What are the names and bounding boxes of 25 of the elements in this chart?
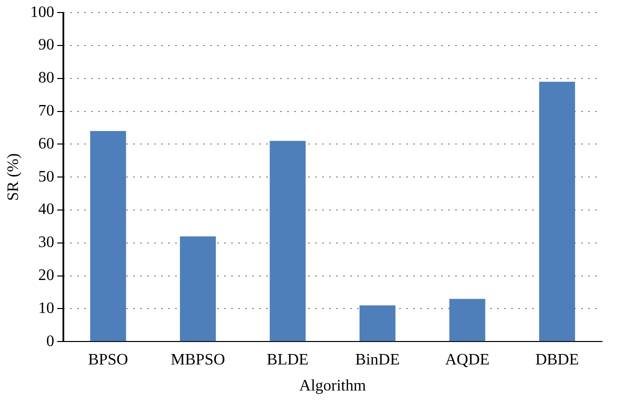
bar bbox=[449, 298, 486, 342]
y-tick-label: 20 bbox=[38, 267, 54, 284]
y-tick-label: 0 bbox=[46, 332, 54, 350]
y-tick-label: 50 bbox=[38, 168, 54, 186]
bar bbox=[360, 305, 396, 342]
x-tick-label: BinDE bbox=[355, 351, 400, 368]
x-tick-label: DBDE bbox=[535, 351, 579, 368]
y-tick-label: 80 bbox=[38, 70, 54, 87]
y-tick-label: 30 bbox=[38, 234, 54, 252]
bar bbox=[539, 82, 576, 342]
x-tick-label: MBPSO bbox=[170, 351, 226, 368]
x-axis-title: Algorithm bbox=[299, 378, 366, 395]
bar bbox=[90, 131, 126, 342]
y-tick-label: 70 bbox=[38, 102, 54, 120]
y-tick-label: 60 bbox=[38, 135, 54, 152]
y-tick-label: 10 bbox=[38, 300, 54, 317]
x-tick-label: BLDE bbox=[266, 351, 309, 368]
y-tick-label: 90 bbox=[38, 36, 54, 54]
x-tick-label: BPSO bbox=[88, 351, 128, 368]
bar bbox=[270, 140, 306, 342]
bar bbox=[180, 236, 216, 342]
x-tick-label: AQDE bbox=[445, 351, 490, 368]
y-tick-label: 40 bbox=[38, 201, 54, 218]
y-tick-label: 100 bbox=[30, 4, 54, 21]
y-axis-title: SR (%) bbox=[4, 153, 22, 201]
